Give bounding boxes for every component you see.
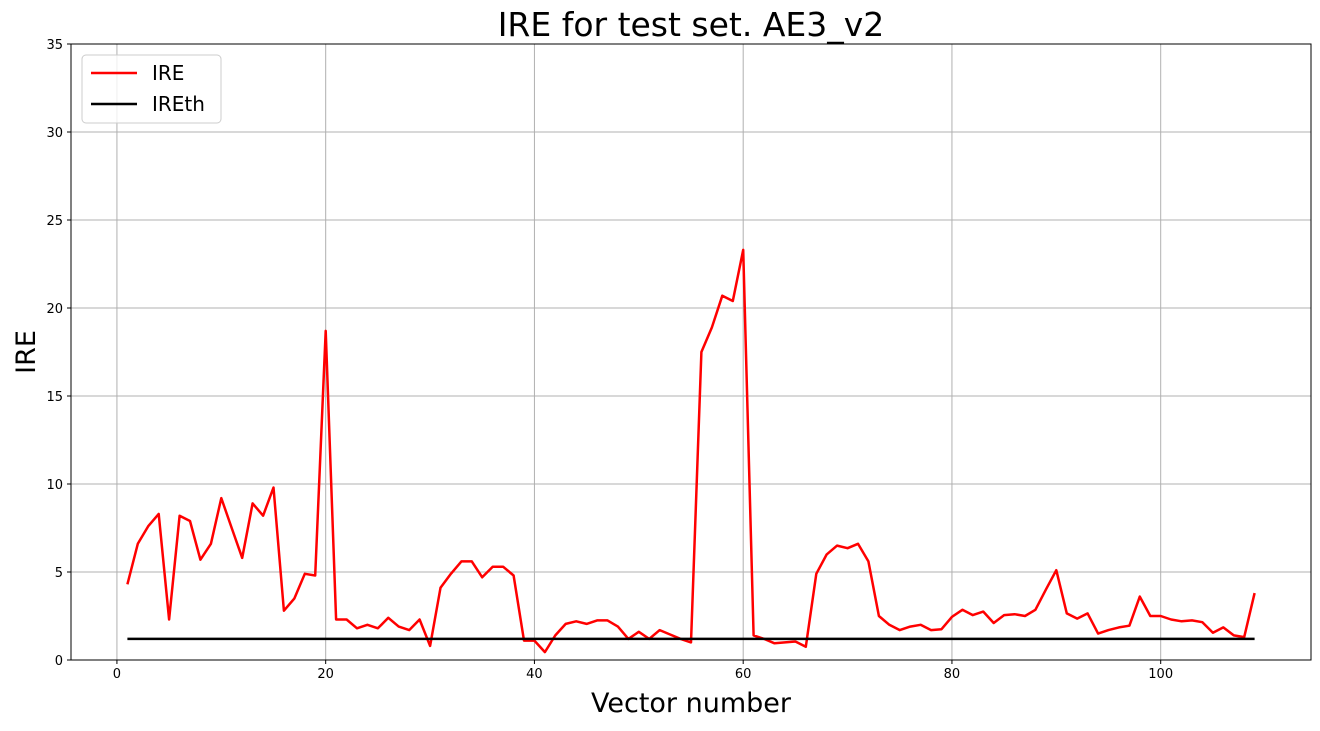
legend-label-ireth: IREth <box>152 92 205 116</box>
x-tick-label: 20 <box>317 667 334 682</box>
x-tick-label: 100 <box>1148 667 1173 682</box>
x-tick-label: 0 <box>113 667 121 682</box>
chart-title: IRE for test set. AE3_v2 <box>498 5 885 44</box>
y-tick-label: 20 <box>46 302 63 317</box>
y-tick-label: 30 <box>46 126 63 141</box>
series-line-ire <box>126 248 1256 654</box>
x-tick-label: 80 <box>944 667 961 682</box>
series-lines <box>126 248 1256 654</box>
y-tick-label: 25 <box>46 214 63 229</box>
x-tick-label: 40 <box>526 667 543 682</box>
y-tick-label: 5 <box>55 566 63 581</box>
y-tick-label: 0 <box>55 654 63 669</box>
y-axis-label: IRE <box>11 330 42 374</box>
grid <box>71 43 1311 661</box>
y-tick-label: 35 <box>46 38 63 53</box>
y-tick-label: 10 <box>46 478 63 493</box>
y-tick-label: 15 <box>46 390 63 405</box>
x-axis-label: Vector number <box>591 688 792 719</box>
plot-frame <box>70 43 1312 661</box>
x-tick-label: 60 <box>735 667 752 682</box>
axis-ticks: 0 20 40 60 80 100 0 5 10 15 20 25 30 35 <box>46 38 1173 682</box>
legend-label-ire: IRE <box>152 61 184 85</box>
legend: IRE IREth <box>81 54 222 124</box>
